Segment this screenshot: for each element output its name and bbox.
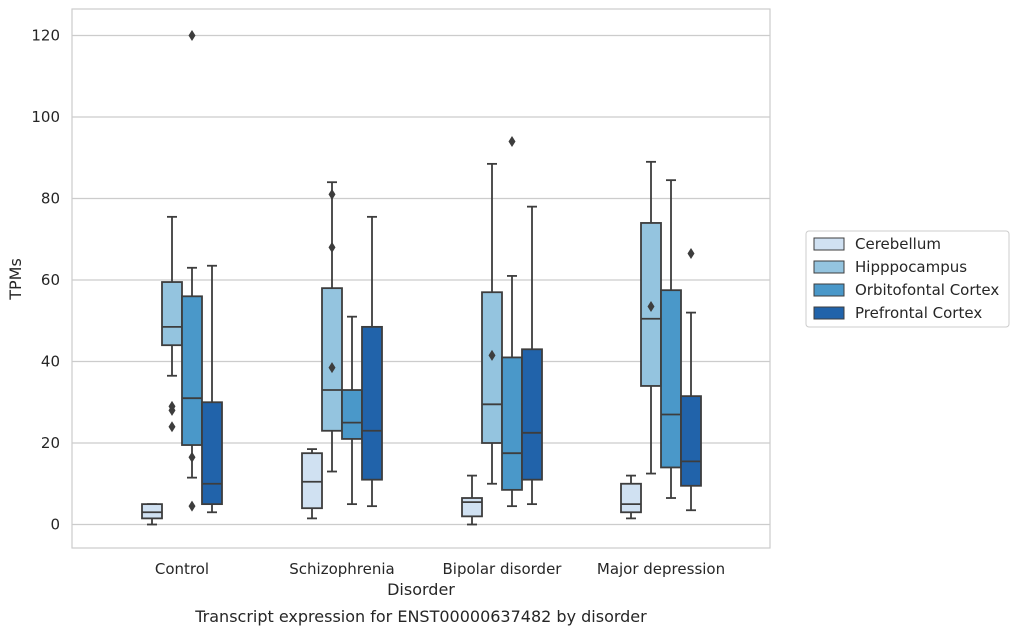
outlier-point [488, 349, 496, 361]
y-tick-label: 80 [41, 190, 60, 208]
outlier-point [328, 362, 336, 374]
box-1-3 [640, 160, 662, 475]
legend-swatch [813, 283, 845, 297]
box-2-0 [181, 30, 203, 512]
box-2-2 [501, 135, 523, 508]
box-0-3 [620, 474, 642, 520]
y-axis-title: TPMs [6, 258, 25, 301]
box-layer [141, 30, 702, 526]
y-tick-label: 0 [50, 516, 60, 534]
x-tick-label: Major depression [597, 560, 725, 578]
box-iqr [181, 295, 203, 446]
y-tick-label: 60 [41, 271, 60, 289]
outlier-point [188, 500, 196, 512]
box-iqr [341, 389, 363, 440]
box-iqr [141, 503, 163, 520]
outlier-point [188, 451, 196, 463]
box-3-2 [521, 205, 543, 506]
x-tick-labels: Control Schizophrenia Bipolar disorder Majo… [155, 560, 725, 578]
box-iqr [680, 395, 702, 487]
outlier-point [328, 188, 336, 200]
box-iqr [501, 356, 523, 491]
outlier-point [188, 30, 196, 41]
box-iqr [201, 401, 223, 506]
box-0-2 [461, 474, 483, 526]
box-0-0 [141, 503, 163, 526]
box-iqr [521, 348, 543, 481]
outlier-point [168, 404, 176, 416]
outlier-point [647, 300, 655, 312]
box-3-0 [201, 264, 223, 514]
legend-label: Orbitofontal Cortex [855, 281, 999, 299]
y-tick-label: 100 [31, 108, 60, 126]
box-iqr [461, 497, 483, 518]
box-iqr [301, 452, 323, 510]
y-tick-label: 20 [41, 434, 60, 452]
x-tick-label: Schizophrenia [289, 560, 394, 578]
outlier-point [328, 241, 336, 253]
x-axis-title: Disorder [387, 580, 455, 599]
box-iqr [660, 289, 682, 469]
box-1-2 [481, 162, 503, 485]
chart-caption: Transcript expression for ENST0000063748… [194, 607, 647, 626]
box-iqr [321, 287, 343, 432]
box-1-0 [161, 215, 183, 433]
box-1-1 [321, 181, 343, 473]
box-2-1 [341, 315, 363, 506]
box-0-1 [301, 448, 323, 520]
legend: Cerebellum Hipppocampus Orbitofontal Corte… [805, 230, 1010, 328]
box-iqr [481, 291, 503, 444]
y-tick-label: 120 [31, 27, 60, 45]
y-tick-labels: 0 20 40 60 80 100 120 [31, 27, 60, 534]
legend-label: Hipppocampus [855, 258, 967, 276]
legend-swatch [813, 260, 845, 274]
outlier-point [508, 135, 516, 147]
legend-label: Cerebellum [855, 235, 941, 253]
legend-frame [805, 230, 1010, 328]
plot-frame [71, 8, 771, 549]
legend-label: Prefrontal Cortex [855, 304, 982, 322]
box-3-3 [680, 248, 702, 512]
box-3-1 [361, 215, 383, 508]
x-tick-label: Control [155, 560, 209, 578]
box-iqr [361, 325, 383, 481]
box-iqr [620, 482, 642, 514]
x-tick-label: Bipolar disorder [443, 560, 563, 578]
legend-swatch [813, 306, 845, 320]
box-2-3 [660, 179, 682, 499]
legend-swatch [813, 237, 845, 251]
outlier-point [168, 421, 176, 433]
outlier-point [687, 248, 695, 260]
y-tick-label: 40 [41, 353, 60, 371]
box-iqr [161, 281, 183, 347]
